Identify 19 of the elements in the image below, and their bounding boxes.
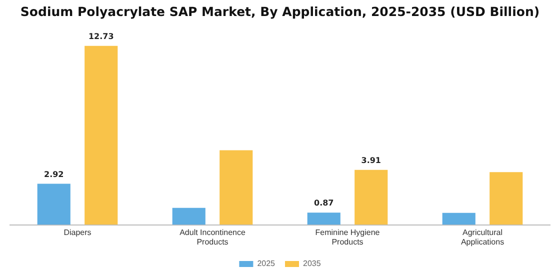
legend-label: 2025 (257, 259, 276, 268)
x-tick-label: Adult Incontinence Products (180, 228, 246, 246)
bar (354, 170, 388, 225)
legend-label: 2035 (303, 259, 322, 268)
data-label: 3.91 (361, 156, 382, 165)
data-label: 12.73 (88, 32, 114, 41)
x-tick-label: Diapers (64, 228, 92, 237)
bar (490, 172, 523, 225)
data-label: 2.92 (44, 170, 64, 179)
x-tick-label: Agricultural Applications (460, 228, 504, 246)
bar (307, 212, 340, 225)
data-label: 0.87 (314, 198, 334, 208)
chart-title: Sodium Polyacrylate SAP Market, By Application, 2025-2035 (USD Billion) (19, 4, 541, 21)
bar (172, 208, 206, 225)
bar (37, 184, 70, 225)
bar (220, 150, 253, 225)
bar (84, 46, 118, 225)
bar (442, 212, 476, 225)
x-tick-label: Feminine Hygiene Products (315, 228, 380, 246)
